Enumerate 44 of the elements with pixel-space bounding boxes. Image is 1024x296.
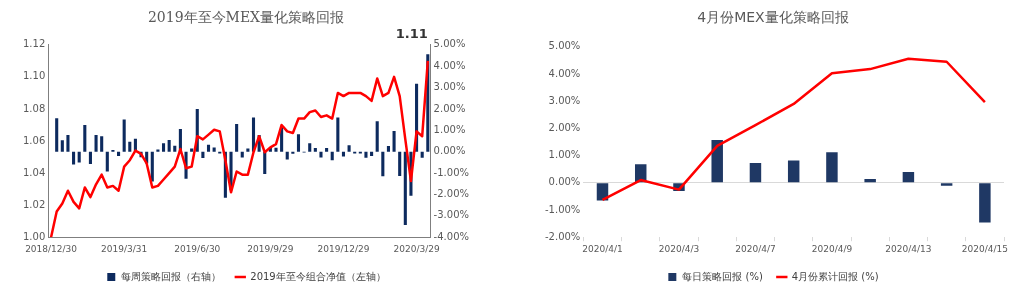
y2-tick-label: 2.00%: [433, 102, 466, 114]
y2-tick-label: -4.00%: [433, 230, 470, 242]
x-tick-label: 2019/3/31: [101, 243, 148, 254]
y-tick-label: 1.00%: [548, 149, 581, 161]
y2-tick-label: 5.00%: [433, 38, 466, 50]
x-tick-label: 2020/4/3: [658, 243, 700, 254]
y-tick-label: -2.00%: [544, 230, 581, 242]
y-tick-label: 1.06: [23, 134, 46, 146]
chart-title: 2019年至今MEX量化策略回报: [147, 9, 345, 26]
y-tick-label: 4.00%: [548, 67, 581, 79]
y-tick-label: 3.00%: [548, 94, 581, 106]
x-tick-label: 2020/3/29: [393, 243, 440, 254]
legend-label: 4月份累计回报 (%): [791, 270, 879, 282]
y-tick-label: 1.00: [23, 230, 46, 242]
x-tick-label: 2018/12/30: [25, 243, 78, 254]
y-tick-label: 5.00%: [548, 40, 581, 52]
y2-tick-label: 4.00%: [433, 59, 466, 71]
y-tick-label: 2.00%: [548, 121, 581, 133]
y-tick-label: 1.10: [23, 70, 46, 82]
y-tick-label: 1.04: [23, 166, 46, 178]
x-tick-label: 2019/12/29: [317, 243, 370, 254]
legend-label: 每周策略回报（右轴）: [121, 270, 222, 282]
text: 1.11: [395, 25, 428, 41]
y2-tick-label: -2.00%: [433, 188, 470, 200]
x-tick-label: 2019/9/29: [247, 243, 294, 254]
y2-tick-label: 1.00%: [433, 123, 466, 135]
y-tick-label: 1.12: [23, 38, 46, 50]
x-tick-label: 2020/4/15: [961, 243, 1008, 254]
y-tick-label: 0.00%: [548, 176, 581, 188]
x-tick-label: 2019/6/30: [174, 243, 221, 254]
y2-tick-label: 0.00%: [433, 145, 466, 157]
y-tick-label: 1.02: [23, 198, 46, 210]
y2-tick-label: 3.00%: [433, 81, 466, 93]
x-tick-label: 2020/4/9: [811, 243, 853, 254]
x-tick-label: 2020/4/1: [582, 243, 623, 254]
y2-tick-label: -1.00%: [433, 166, 470, 178]
x-tick-label: 2020/4/7: [735, 243, 776, 254]
y-tick-label: 1.08: [23, 102, 46, 114]
chart-title: 4月份MEX量化策略回报: [697, 9, 849, 26]
x-tick-label: 2020/4/13: [885, 243, 932, 254]
legend-label: 2019年至今组合净值（左轴）: [250, 270, 386, 282]
legend-label: 每日策略回报 (%): [682, 270, 763, 282]
y2-tick-label: -3.00%: [433, 209, 470, 221]
y-tick-label: -1.00%: [544, 203, 581, 215]
